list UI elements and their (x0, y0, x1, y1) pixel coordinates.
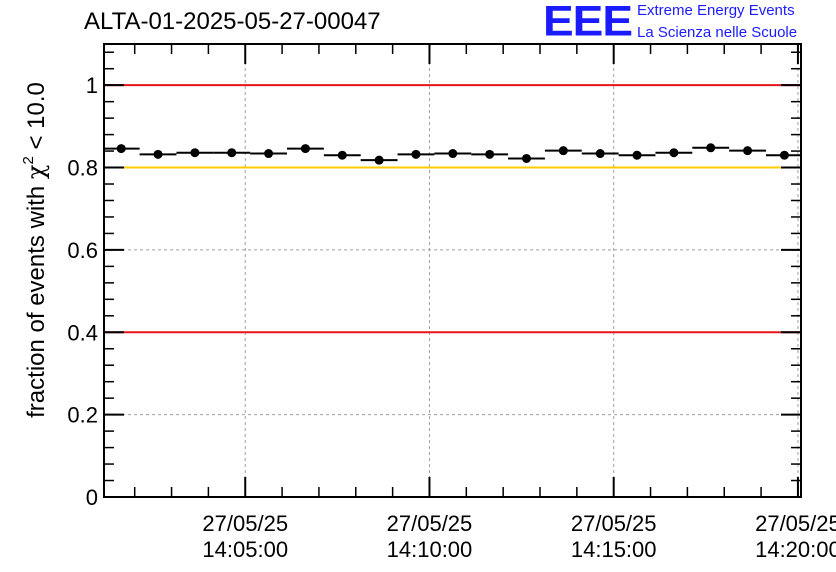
data-point (227, 148, 237, 158)
x-tick-label-date: 27/05/25 (202, 511, 288, 536)
data-point (448, 149, 458, 159)
y-tick-label: 0.4 (67, 320, 98, 345)
data-point (264, 149, 274, 159)
y-tick-label: 0 (86, 485, 98, 510)
grid-lines (104, 44, 801, 497)
data-point (190, 148, 200, 158)
data-point (337, 150, 347, 160)
y-tick-label: 0.6 (67, 238, 98, 263)
data-point (374, 155, 384, 165)
data-point (632, 150, 642, 160)
data-point (595, 149, 605, 159)
data-point (153, 149, 163, 159)
data-point (779, 150, 789, 160)
data-point (485, 149, 495, 159)
y-tick-label: 1 (86, 73, 98, 98)
data-point (521, 153, 531, 163)
axes (103, 43, 802, 498)
logo-text-line1: Extreme Energy Events (637, 2, 795, 19)
data-point (558, 146, 568, 156)
x-tick-label-time: 14:15:00 (571, 537, 657, 562)
y-tick-label: 0.8 (67, 156, 98, 181)
tick-marks (104, 44, 801, 498)
tick-labels: 00.20.40.60.8127/05/2514:05:0027/05/2514… (67, 73, 836, 562)
data-point (116, 144, 126, 154)
chart-title: ALTA-01-2025-05-27-00047 (84, 8, 381, 35)
plot-frame (103, 43, 802, 498)
reference-lines (104, 84, 801, 334)
y-axis-label: fraction of events with χ2 < 10.0 (20, 82, 50, 418)
data-point (411, 149, 421, 159)
data-point (300, 144, 310, 154)
logo-text-line2: La Scienza nelle Scuole (637, 24, 798, 41)
data-point (743, 146, 753, 156)
eee-logo: EEE (543, 0, 633, 45)
x-tick-label-time: 14:20:00 (755, 537, 836, 562)
x-tick-label-time: 14:10:00 (387, 537, 473, 562)
x-tick-label-date: 27/05/25 (755, 511, 836, 536)
x-tick-label-date: 27/05/25 (387, 511, 473, 536)
x-tick-label-time: 14:05:00 (202, 537, 288, 562)
data-point (706, 143, 716, 153)
data-points (104, 143, 801, 165)
x-tick-label-date: 27/05/25 (571, 511, 657, 536)
y-tick-label: 0.2 (67, 403, 98, 428)
data-point (669, 148, 679, 158)
